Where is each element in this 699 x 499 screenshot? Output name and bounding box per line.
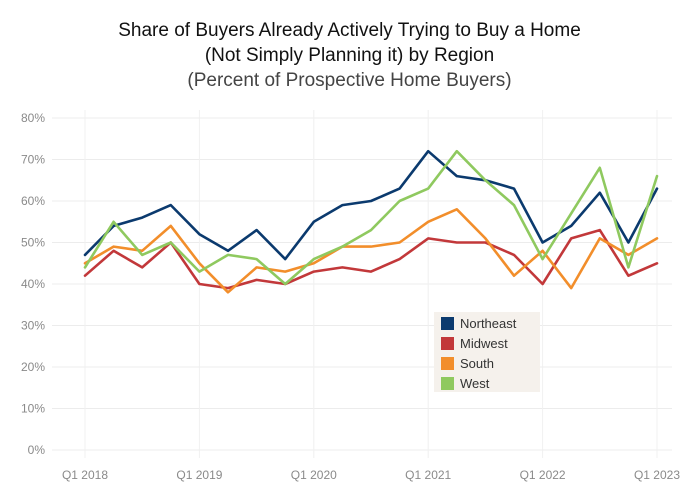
y-tick-label: 40% (21, 277, 45, 291)
legend-swatch (441, 377, 454, 390)
x-tick-label: Q1 2023 (634, 468, 680, 482)
chart-title-line-2: (Not Simply Planning it) by Region (204, 45, 495, 66)
chart-title-line-1: Share of Buyers Already Actively Trying … (118, 20, 581, 41)
legend-label: Northeast (460, 316, 517, 331)
y-tick-label: 60% (21, 194, 45, 208)
y-tick-label: 30% (21, 319, 45, 333)
y-tick-label: 0% (28, 443, 46, 457)
axis-layer: 0% 10% 20% 30% 40% 50% 60% 70% 80% Q1 2018 Q1 2019… (21, 111, 680, 482)
x-tick-label: Q1 2018 (62, 468, 108, 482)
x-tick-label: Q1 2019 (176, 468, 222, 482)
y-tick-label: 70% (21, 153, 45, 167)
series-line-northeast (83, 149, 659, 261)
legend-label: South (460, 356, 494, 371)
y-tick-label: 10% (21, 402, 45, 416)
series-line-midwest (83, 228, 659, 290)
y-tick-label: 50% (21, 236, 45, 250)
chart-title-block: Share of Buyers Already Actively Trying … (0, 18, 699, 93)
series-line-south (83, 208, 659, 294)
legend-swatch (441, 357, 454, 370)
y-tick-label: 20% (21, 360, 45, 374)
chart-subtitle: (Percent of Prospective Home Buyers) (187, 70, 512, 91)
legend-swatch (441, 337, 454, 350)
x-tick-label: Q1 2020 (291, 468, 337, 482)
legend-label: Midwest (460, 336, 508, 351)
legend: Northeast Midwest South West (434, 312, 540, 392)
grid-layer (52, 110, 672, 458)
series-layer (83, 149, 659, 294)
legend-label: West (460, 376, 490, 391)
y-tick-label: 80% (21, 111, 45, 125)
legend-swatch (441, 317, 454, 330)
series-line-west (83, 149, 659, 286)
x-tick-label: Q1 2022 (520, 468, 566, 482)
x-tick-label: Q1 2021 (405, 468, 451, 482)
